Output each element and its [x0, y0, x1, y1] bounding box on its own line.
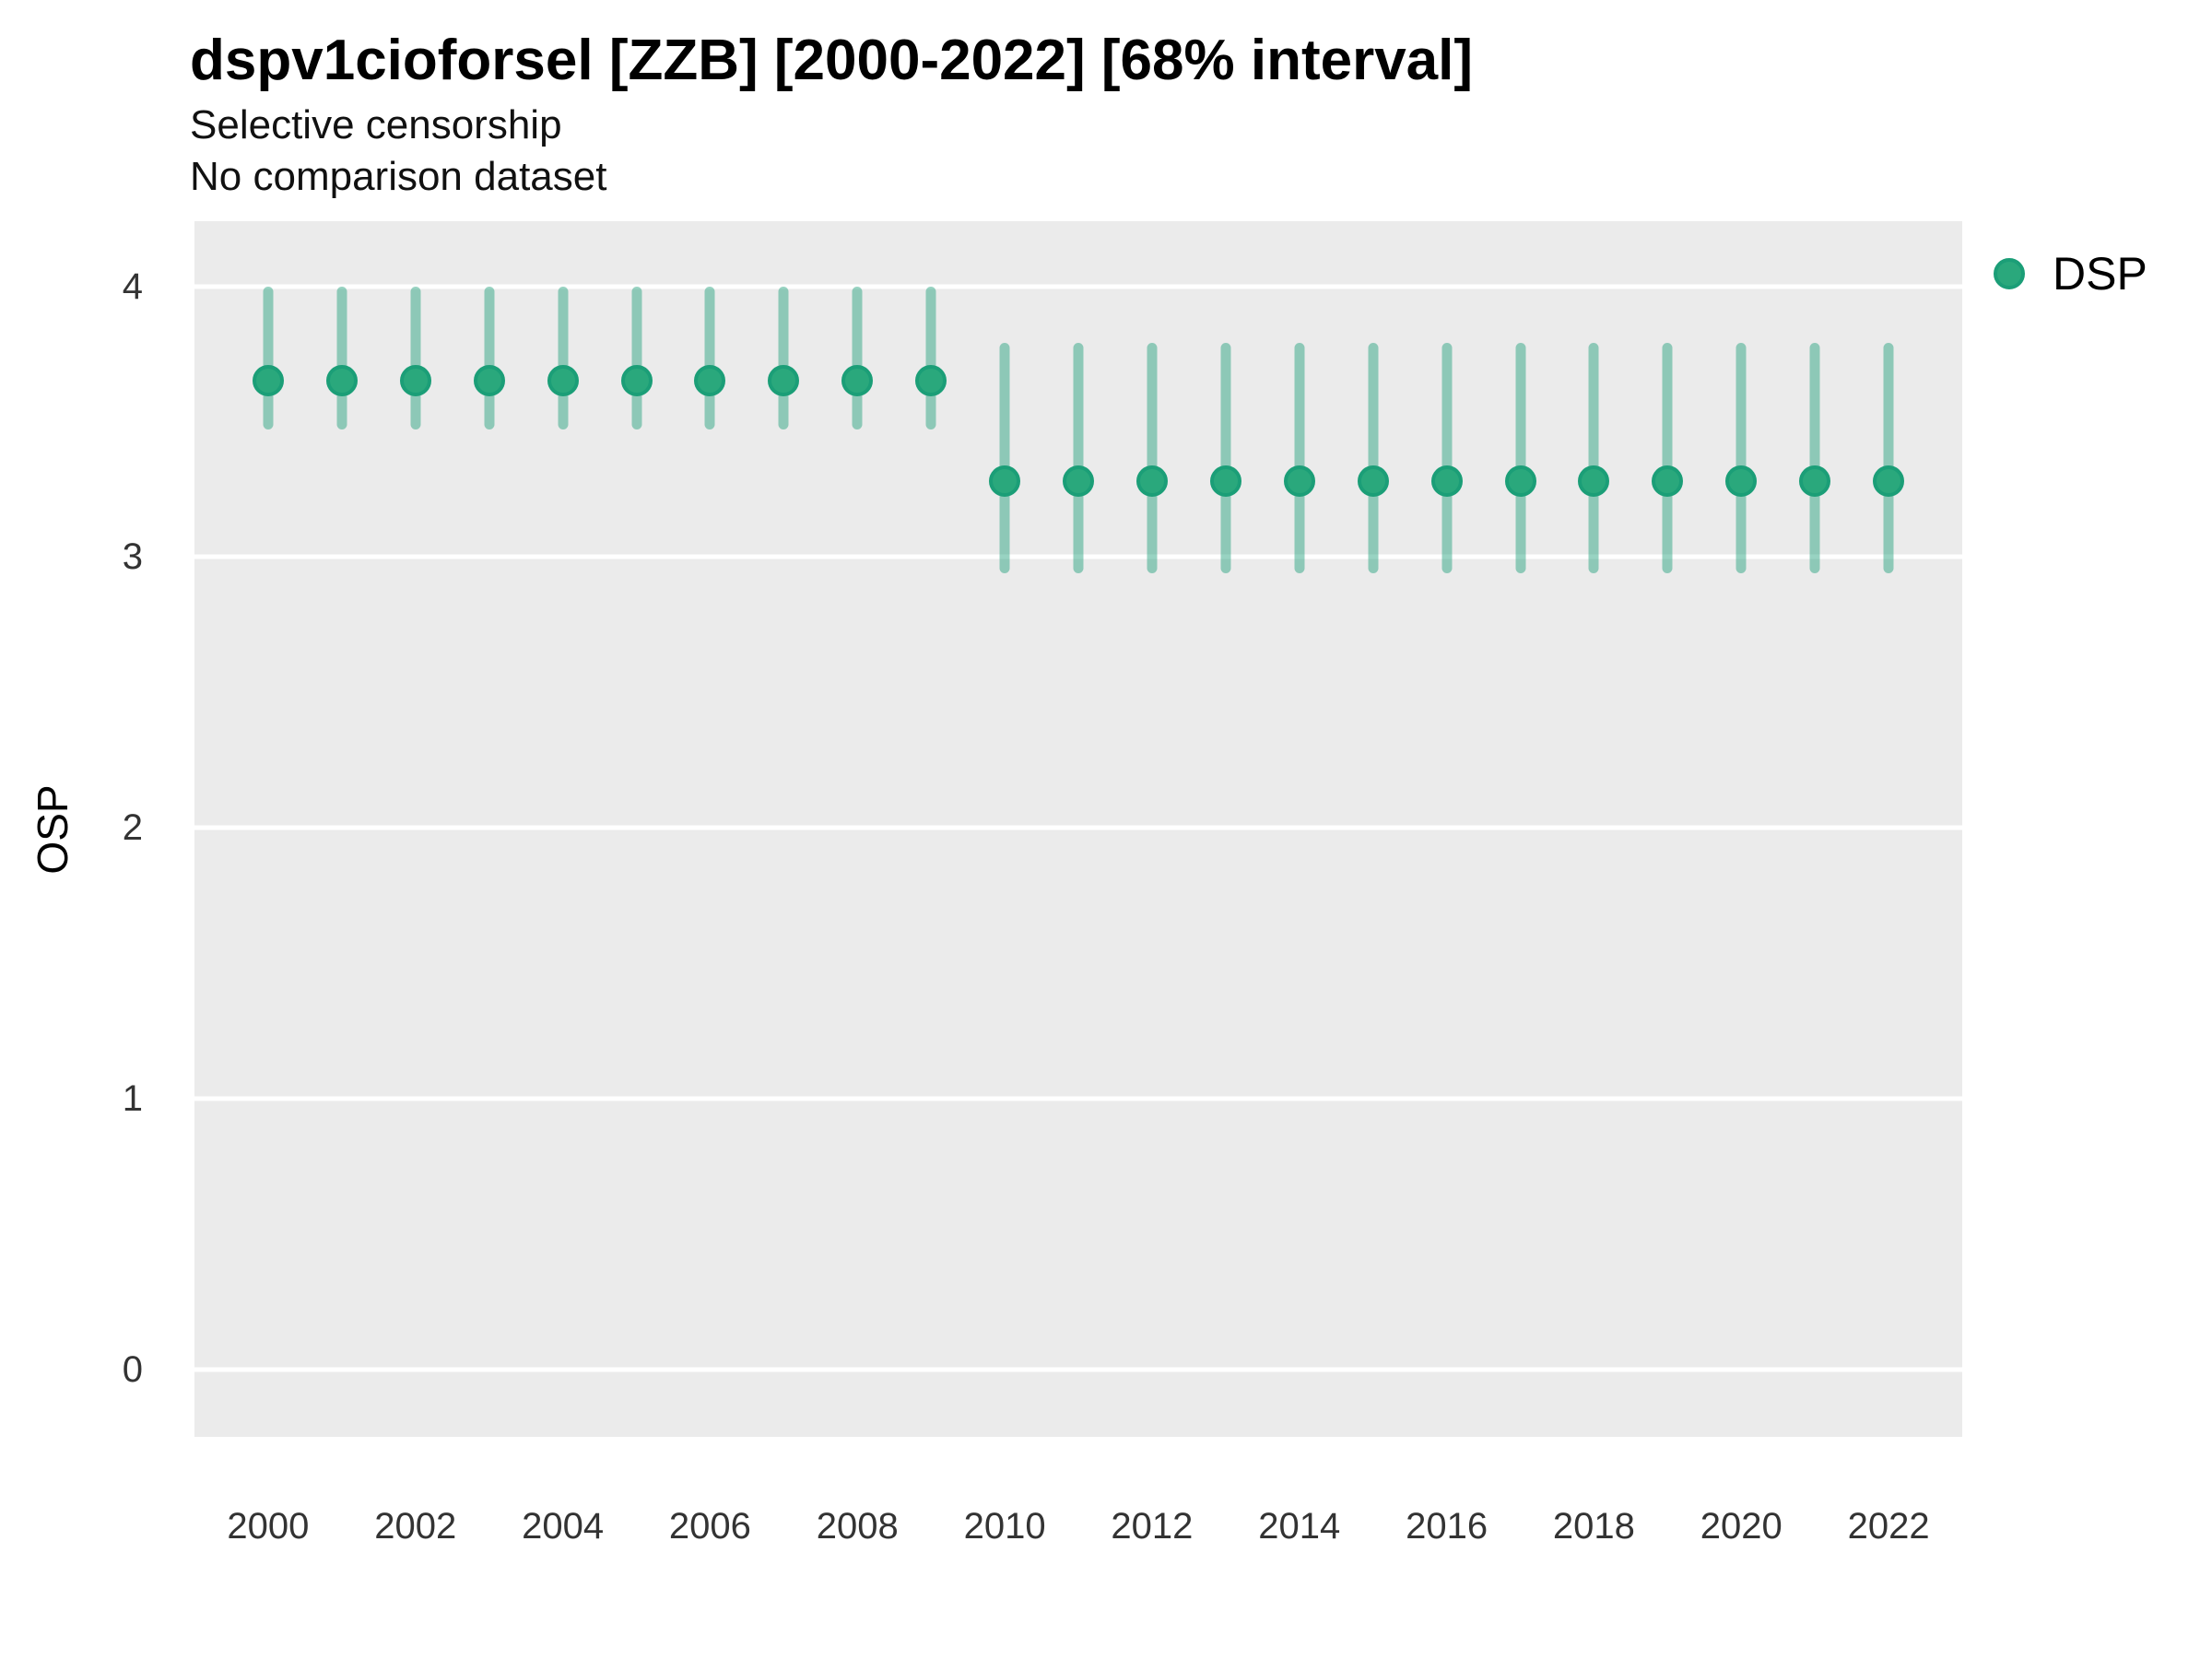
interval-bar-2007 [778, 286, 789, 430]
data-point-2007 [768, 365, 800, 397]
y-tick-label-0: 0 [122, 1348, 143, 1390]
data-point-2011 [1063, 465, 1094, 497]
x-tick-label-2008: 2008 [816, 1506, 899, 1547]
interval-bar-2000 [263, 286, 274, 430]
interval-bar-2021 [1809, 343, 1820, 573]
data-point-2008 [841, 365, 874, 397]
interval-bar-2010 [999, 343, 1010, 573]
data-point-2002 [399, 365, 431, 397]
data-point-2018 [1578, 465, 1610, 497]
interval-bar-2019 [1662, 343, 1673, 573]
chart-subtitle-2: No comparison dataset [190, 154, 607, 199]
x-tick-label-2018: 2018 [1552, 1506, 1635, 1547]
gridline-y-3 [194, 554, 1962, 559]
interval-bar-2001 [336, 286, 347, 430]
data-point-2021 [1799, 465, 1831, 497]
interval-bar-2006 [704, 286, 715, 430]
data-point-2009 [915, 365, 947, 397]
interval-bar-2011 [1073, 343, 1084, 573]
interval-bar-2003 [484, 286, 495, 430]
x-tick-label-2022: 2022 [1847, 1506, 1930, 1547]
data-point-2022 [1873, 465, 1905, 497]
data-point-2013 [1209, 465, 1241, 497]
interval-bar-2016 [1441, 343, 1453, 573]
data-point-2004 [547, 365, 579, 397]
interval-bar-2002 [410, 286, 421, 430]
data-point-2006 [694, 365, 726, 397]
data-point-2015 [1357, 465, 1389, 497]
data-point-2010 [989, 465, 1021, 497]
legend-label: DSP [2053, 248, 2147, 300]
page-title: dspv1cioforsel [ZZB] [2000-2022] [68% in… [190, 29, 1474, 92]
data-point-2001 [325, 365, 358, 397]
data-point-2016 [1430, 465, 1463, 497]
data-point-2003 [473, 365, 505, 397]
x-tick-label-2020: 2020 [1700, 1506, 1783, 1547]
legend: DSP [1994, 251, 2147, 297]
gridline-y-2 [194, 825, 1962, 830]
gridline-y-4 [194, 284, 1962, 288]
data-point-2020 [1725, 465, 1758, 497]
x-tick-label-2010: 2010 [963, 1506, 1046, 1547]
interval-bar-2008 [852, 286, 863, 430]
y-axis-labels: 0 1 2 3 4 [23, 221, 143, 1437]
x-axis-labels: 2000 2002 2004 2006 2008 2010 2012 2014 2016 2018… [194, 1506, 1962, 1561]
y-tick-label-3: 3 [122, 536, 143, 578]
data-point-2017 [1504, 465, 1536, 497]
x-tick-label-2000: 2000 [227, 1506, 310, 1547]
x-tick-label-2016: 2016 [1406, 1506, 1488, 1547]
x-tick-label-2012: 2012 [1111, 1506, 1194, 1547]
y-tick-label-1: 1 [122, 1077, 143, 1119]
interval-bar-2015 [1368, 343, 1379, 573]
interval-bar-2018 [1588, 343, 1599, 573]
x-tick-label-2006: 2006 [668, 1506, 751, 1547]
y-tick-label-4: 4 [122, 265, 143, 307]
gridline-y-0 [194, 1367, 1962, 1372]
interval-bar-2013 [1220, 343, 1231, 573]
interval-bar-2020 [1735, 343, 1747, 573]
interval-bar-2022 [1883, 343, 1894, 573]
chart-subtitle: Selective censorship [190, 102, 562, 147]
x-tick-label-2014: 2014 [1258, 1506, 1341, 1547]
interval-bar-2017 [1515, 343, 1525, 573]
interval-bar-2009 [925, 286, 936, 430]
plot-panel [194, 221, 1962, 1437]
data-point-2012 [1135, 465, 1168, 497]
x-tick-label-2004: 2004 [522, 1506, 605, 1547]
data-point-2019 [1652, 465, 1684, 497]
interval-bar-2005 [631, 286, 641, 430]
data-point-2005 [620, 365, 653, 397]
data-point-2014 [1283, 465, 1315, 497]
y-tick-label-2: 2 [122, 807, 143, 849]
data-point-2000 [252, 365, 284, 397]
interval-bar-2012 [1147, 343, 1158, 573]
interval-bar-2014 [1294, 343, 1305, 573]
legend-point-icon [1994, 258, 2025, 289]
gridline-y-1 [194, 1096, 1962, 1101]
x-tick-label-2002: 2002 [374, 1506, 457, 1547]
interval-bar-2004 [558, 286, 569, 430]
